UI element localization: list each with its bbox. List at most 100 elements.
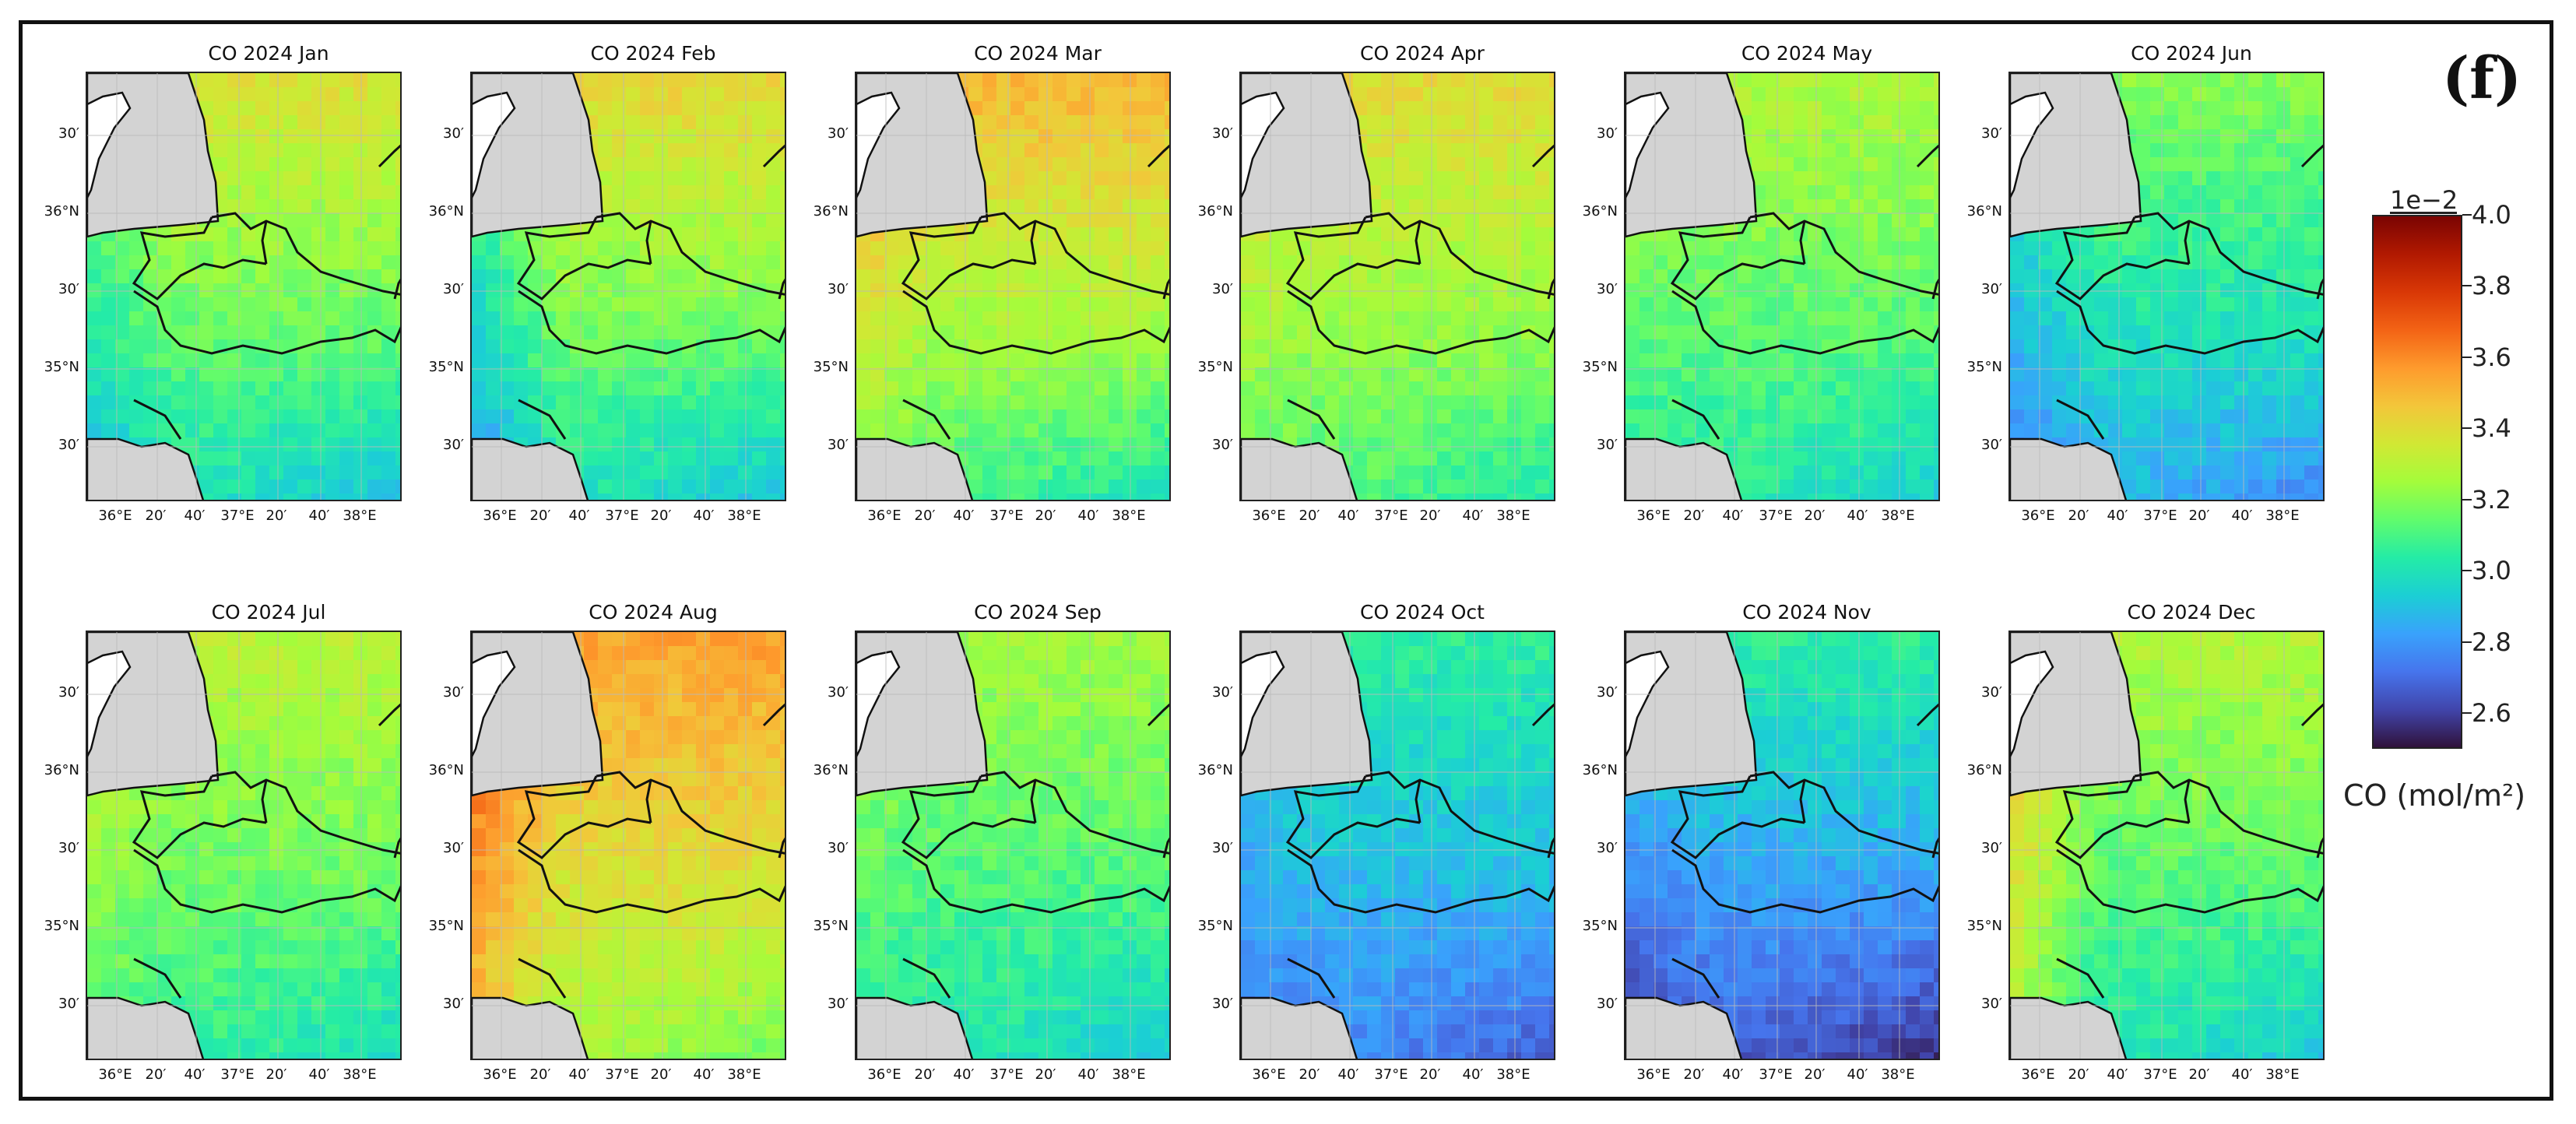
heat-cell bbox=[2010, 311, 2025, 326]
heat-cell bbox=[1451, 381, 1466, 396]
heat-cell bbox=[1493, 437, 1508, 452]
heat-cell bbox=[1367, 73, 1382, 88]
heat-cell bbox=[570, 325, 585, 340]
heat-cell bbox=[1710, 339, 1724, 354]
heat-cell bbox=[2262, 213, 2277, 228]
heat-cell bbox=[626, 437, 641, 452]
heat-cell bbox=[626, 451, 641, 466]
heat-cell bbox=[1165, 423, 1169, 438]
heat-cell bbox=[1920, 339, 1935, 354]
heat-cell bbox=[1241, 395, 1256, 410]
heat-cell bbox=[2206, 381, 2221, 396]
heat-cell bbox=[2318, 353, 2323, 368]
heat-cell bbox=[101, 269, 116, 284]
heat-cell bbox=[1808, 381, 1822, 396]
heat-cell bbox=[241, 115, 256, 130]
heat-cell bbox=[297, 688, 312, 703]
heat-cell bbox=[2178, 171, 2193, 186]
heat-cell bbox=[1822, 269, 1836, 284]
heat-cell bbox=[2220, 311, 2235, 326]
heat-cell bbox=[2122, 325, 2137, 340]
heat-cell bbox=[2304, 115, 2319, 130]
heat-cell bbox=[2206, 437, 2221, 452]
heat-cell bbox=[1752, 311, 1766, 326]
heat-cell bbox=[227, 465, 242, 480]
heat-cell bbox=[339, 143, 354, 158]
heat-cell bbox=[1493, 213, 1508, 228]
heat-cell bbox=[500, 325, 515, 340]
heat-cell bbox=[185, 353, 200, 368]
heat-cell bbox=[1808, 479, 1822, 494]
heat-cell bbox=[710, 395, 725, 410]
y-tick-label: 36°N bbox=[813, 203, 849, 220]
heat-cell bbox=[584, 101, 599, 116]
heat-cell bbox=[129, 409, 144, 424]
heat-cell bbox=[542, 381, 557, 396]
heat-cell bbox=[1808, 494, 1822, 500]
heat-cell bbox=[2178, 325, 2193, 340]
heat-cell bbox=[1255, 381, 1270, 396]
heat-cell bbox=[199, 814, 214, 829]
heat-cell bbox=[297, 451, 312, 466]
x-tick-label: 40′ bbox=[1462, 508, 1484, 524]
heat-cell bbox=[1010, 479, 1025, 494]
heat-cell bbox=[2192, 494, 2207, 500]
heat-cell bbox=[2164, 395, 2179, 410]
heat-cell bbox=[2178, 437, 2193, 452]
heat-cell bbox=[297, 311, 312, 326]
heat-cell bbox=[1137, 73, 1151, 88]
map-panel: CO 2024 Mar 30′ 36°N 30′ 35°N 30′ 36°E 20′ 40′ 37… bbox=[814, 39, 1221, 553]
heat-cell bbox=[668, 199, 683, 214]
heat-cell bbox=[381, 185, 396, 200]
heat-cell bbox=[87, 325, 102, 340]
heat-cell bbox=[2290, 213, 2305, 228]
heat-cell bbox=[1752, 367, 1766, 382]
heat-cell bbox=[1766, 465, 1780, 480]
heat-cell bbox=[472, 353, 487, 368]
heat-cell bbox=[1639, 367, 1654, 382]
heat-cell bbox=[1906, 101, 1921, 116]
heat-cell bbox=[1409, 199, 1424, 214]
heat-cell bbox=[1269, 255, 1284, 270]
heat-cell bbox=[584, 395, 599, 410]
heat-cell bbox=[612, 479, 627, 494]
heat-cell bbox=[1423, 185, 1438, 200]
heat-cell bbox=[2038, 297, 2053, 312]
heat-cell bbox=[1465, 423, 1480, 438]
heat-cell bbox=[982, 101, 997, 116]
heat-cell bbox=[297, 772, 312, 787]
heat-cell bbox=[1095, 479, 1109, 494]
heat-cell bbox=[1095, 297, 1109, 312]
heat-cell bbox=[269, 171, 284, 186]
heat-cell bbox=[381, 213, 396, 228]
heat-cell bbox=[612, 297, 627, 312]
heat-cell bbox=[724, 143, 739, 158]
heat-cell bbox=[2164, 494, 2179, 500]
heat-cell bbox=[381, 786, 396, 801]
heat-cell bbox=[2290, 479, 2305, 494]
heat-cell bbox=[2136, 325, 2151, 340]
heat-cell bbox=[297, 87, 312, 102]
heat-cell bbox=[269, 325, 284, 340]
heat-cell bbox=[2248, 479, 2263, 494]
heat-cell bbox=[199, 786, 214, 801]
heat-cell bbox=[1269, 409, 1284, 424]
x-tick-label: 20′ bbox=[1804, 508, 1826, 524]
heat-cell bbox=[1451, 311, 1466, 326]
heat-cell bbox=[626, 381, 641, 396]
heat-cell bbox=[325, 744, 340, 759]
heat-cell bbox=[213, 423, 228, 438]
heat-cell bbox=[2192, 353, 2207, 368]
heat-cell bbox=[339, 73, 354, 88]
heat-cell bbox=[626, 227, 641, 242]
heat-cell bbox=[339, 353, 354, 368]
heat-cell bbox=[752, 143, 767, 158]
heat-cell bbox=[255, 87, 270, 102]
heat-cell bbox=[682, 311, 697, 326]
heat-cell bbox=[1325, 381, 1340, 396]
heat-cell bbox=[780, 479, 785, 494]
heat-cell bbox=[1864, 143, 1878, 158]
heat-cell bbox=[626, 157, 641, 172]
heat-cell bbox=[1241, 409, 1256, 424]
heat-cell bbox=[255, 632, 270, 647]
